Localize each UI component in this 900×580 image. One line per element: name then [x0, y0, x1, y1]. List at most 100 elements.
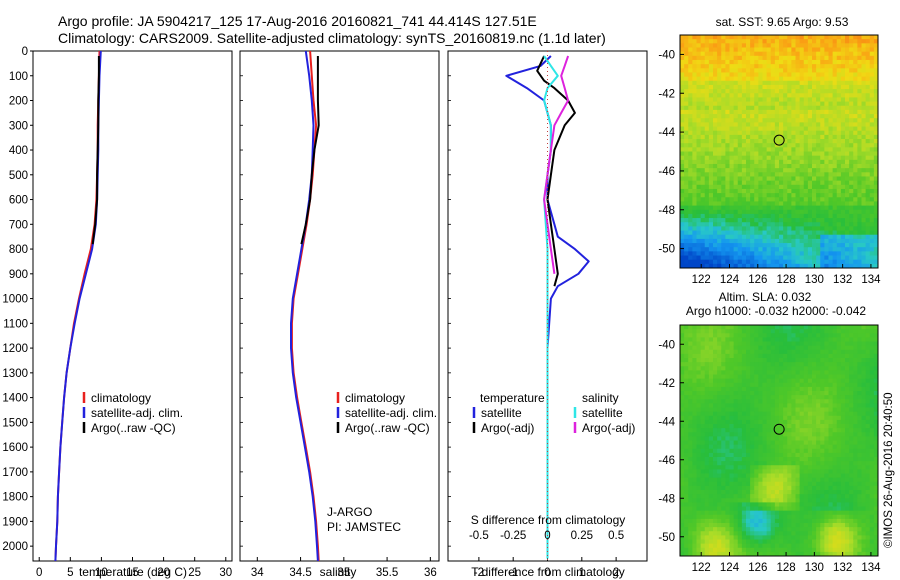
heatmap-cell [725, 395, 730, 400]
heatmap-cell [770, 213, 776, 219]
heatmap-cell [779, 527, 784, 532]
heatmap-cell [708, 490, 714, 495]
heatmap-cell [721, 415, 726, 421]
heatmap-cell [762, 353, 768, 359]
heatmap-cell [700, 337, 706, 342]
heatmap-cell [688, 349, 693, 355]
heatmap-cell [746, 498, 751, 503]
heatmap-cell [696, 345, 702, 351]
heatmap-cell [828, 473, 834, 479]
heatmap-cell [717, 80, 722, 86]
heatmap-cell [840, 51, 846, 57]
heatmap-cell [692, 370, 697, 375]
heatmap-cell [721, 130, 726, 136]
heatmap-cell [812, 535, 817, 540]
heatmap-cell [791, 97, 796, 102]
heatmap-cell [721, 329, 726, 334]
heatmap-cell [754, 76, 759, 82]
heatmap-cell [733, 518, 739, 524]
heatmap-cell [688, 234, 693, 240]
heatmap-cell [828, 325, 834, 330]
heatmap-cell [713, 209, 718, 215]
heatmap-cell [832, 134, 838, 140]
heatmap-cell [680, 105, 685, 111]
heatmap-cell [816, 80, 821, 86]
heatmap-cell [799, 139, 805, 144]
heatmap-cell [774, 243, 780, 248]
heatmap-cell [758, 159, 763, 165]
heatmap-cell [762, 531, 768, 536]
heatmap-cell [684, 93, 689, 98]
heatmap-cell [799, 109, 805, 115]
heatmap-cell [746, 457, 751, 462]
heatmap-cell [869, 80, 875, 86]
heatmap-cell [700, 444, 706, 450]
heatmap-cell [803, 43, 809, 48]
heatmap-cell [795, 547, 801, 553]
heatmap-cell [828, 415, 834, 421]
heatmap-cell [762, 105, 768, 111]
heatmap-cell [696, 502, 702, 507]
heatmap-cell [680, 234, 685, 240]
heatmap-cell [832, 151, 838, 157]
heatmap-cell [770, 47, 776, 53]
heatmap-cell [865, 105, 871, 111]
heatmap-cell [770, 543, 776, 549]
heatmap-cell [799, 535, 805, 540]
x-tick-label: -2 [474, 567, 484, 579]
heatmap-cell [816, 130, 821, 136]
heatmap-cell [791, 47, 796, 53]
heatmap-cell [750, 64, 755, 69]
heatmap-cell [840, 259, 846, 265]
heatmap-cell [787, 159, 792, 165]
heatmap-cell [824, 47, 829, 53]
heatmap-cell [750, 159, 755, 165]
heatmap-cell [741, 527, 747, 532]
heatmap-cell [737, 84, 743, 90]
heatmap-cell [684, 469, 689, 474]
heatmap-cell [849, 238, 854, 244]
heatmap-cell [865, 143, 871, 148]
heatmap-cell [853, 143, 858, 148]
heatmap-cell [845, 101, 850, 107]
heatmap-cell [713, 510, 718, 516]
heatmap-cell [824, 155, 829, 161]
heatmap-cell [708, 407, 714, 413]
heatmap-cell [704, 263, 710, 268]
heatmap-cell [812, 485, 817, 491]
heatmap-cell [812, 122, 817, 127]
heatmap-cell [795, 378, 801, 384]
heatmap-cell [717, 527, 722, 532]
heatmap-cell [807, 337, 813, 342]
heatmap-cell [873, 147, 878, 152]
heatmap-cell [708, 440, 714, 446]
heatmap-cell [828, 551, 834, 556]
heatmap-cell [770, 432, 776, 437]
heatmap-cell [869, 68, 875, 73]
heatmap-cell [696, 47, 702, 53]
heatmap-cell [717, 494, 722, 499]
heatmap-cell [713, 333, 718, 338]
heatmap-cell [791, 163, 796, 169]
heatmap-cell [741, 172, 747, 177]
heatmap-cell [812, 329, 817, 334]
heatmap-cell [849, 130, 854, 136]
heatmap-cell [696, 205, 702, 211]
heatmap-cell [803, 68, 809, 73]
heatmap-cell [729, 76, 735, 82]
heatmap-cell [688, 424, 693, 429]
heatmap-cell [737, 411, 743, 417]
heatmap-cell [696, 551, 702, 556]
heatmap-cell [799, 80, 805, 86]
heatmap-cell [783, 432, 788, 437]
heatmap-cell [803, 395, 809, 400]
heatmap-cell [869, 39, 875, 44]
heatmap-cell [873, 247, 878, 252]
heatmap-cell [680, 230, 685, 236]
heatmap-cell [869, 93, 875, 98]
heatmap-cell [717, 358, 722, 363]
heatmap-cell [803, 465, 809, 470]
heatmap-cell [708, 539, 714, 545]
heatmap-cell [791, 428, 796, 433]
heatmap-cell [820, 485, 825, 491]
